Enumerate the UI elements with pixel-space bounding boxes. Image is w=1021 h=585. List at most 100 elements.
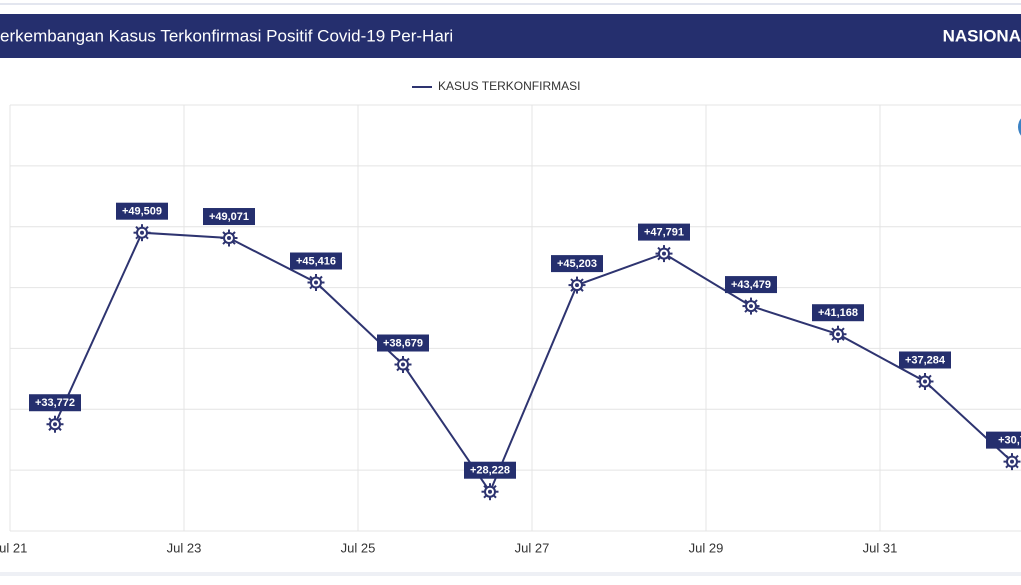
marker-spike xyxy=(48,427,53,431)
value-label: +45,416 xyxy=(296,255,336,267)
marker-core xyxy=(227,236,231,241)
marker-core xyxy=(749,304,753,309)
marker-spike xyxy=(135,225,140,230)
value-label-box xyxy=(725,276,777,294)
marker-spike xyxy=(570,278,575,283)
value-label-box xyxy=(29,394,81,412)
chart-title: erkembangan Kasus Terkonfirmasi Positif … xyxy=(0,26,453,45)
marker-spike xyxy=(840,327,845,332)
marker-spike xyxy=(666,256,671,261)
x-tick-label: Jul 29 xyxy=(689,540,724,555)
virus-marker xyxy=(916,372,934,390)
marker-spike xyxy=(309,275,314,280)
header-bar xyxy=(0,14,1021,58)
marker-core xyxy=(53,422,57,427)
marker-spike xyxy=(1005,464,1010,469)
value-label: +33,772 xyxy=(35,397,75,409)
virus-marker xyxy=(307,274,325,292)
marker-spike xyxy=(144,225,149,230)
series-line xyxy=(54,231,1013,494)
virus-marker xyxy=(46,415,64,433)
marker-spike xyxy=(657,256,662,261)
marker-spike xyxy=(666,246,671,251)
marker-core xyxy=(923,379,927,384)
marker-spike xyxy=(318,275,323,280)
corner-button[interactable] xyxy=(1018,113,1021,141)
marker-spike xyxy=(918,384,923,389)
marker-spike xyxy=(840,337,845,341)
marker-spike xyxy=(918,374,923,379)
value-label: +37,284 xyxy=(905,354,946,366)
value-label-box xyxy=(899,351,951,369)
marker-spike xyxy=(1005,454,1010,459)
value-label: +38,679 xyxy=(383,337,423,349)
marker-spike xyxy=(135,235,140,240)
marker-spike xyxy=(483,494,488,499)
marker-core xyxy=(488,489,492,494)
marker-spike xyxy=(396,367,401,372)
value-label: +30,7 xyxy=(998,435,1021,447)
x-tick-label: Jul 21 xyxy=(0,540,27,555)
marker-spike xyxy=(222,240,227,245)
marker-spike xyxy=(318,285,323,290)
virus-marker xyxy=(481,483,499,501)
value-label-box xyxy=(551,255,603,273)
value-label: +49,071 xyxy=(209,211,249,223)
marker-spike xyxy=(309,285,314,290)
marker-spike xyxy=(1014,464,1019,469)
marker-spike xyxy=(405,367,410,372)
marker-spike xyxy=(57,427,62,431)
marker-spike xyxy=(144,235,149,240)
marker-spike xyxy=(570,287,575,292)
value-label-box xyxy=(290,252,342,270)
marker-core xyxy=(662,251,666,256)
value-label-box xyxy=(812,304,864,322)
marker-spike xyxy=(396,357,401,362)
value-label: +47,791 xyxy=(644,227,684,239)
value-label-box xyxy=(203,208,255,226)
marker-spike xyxy=(927,384,932,389)
marker-spike xyxy=(483,484,488,489)
virus-marker xyxy=(220,229,238,247)
value-label: +41,168 xyxy=(818,307,858,319)
virus-marker xyxy=(655,245,673,263)
value-label: +43,479 xyxy=(731,279,771,291)
marker-spike xyxy=(579,287,584,292)
x-tick-label: Jul 25 xyxy=(341,540,376,555)
value-label-box xyxy=(116,202,168,220)
x-tick-label: Jul 23 xyxy=(167,540,202,555)
marker-spike xyxy=(492,494,497,499)
value-label: +45,203 xyxy=(557,258,597,270)
value-label-box xyxy=(464,461,516,479)
marker-spike xyxy=(831,337,836,341)
marker-core xyxy=(575,283,579,288)
value-label: +49,509 xyxy=(122,206,162,218)
virus-marker xyxy=(1003,453,1021,471)
marker-spike xyxy=(753,299,758,304)
virus-marker xyxy=(742,297,760,315)
marker-spike xyxy=(579,278,584,283)
header-right: NASIONA xyxy=(943,26,1021,45)
virus-marker xyxy=(829,325,847,343)
marker-spike xyxy=(831,327,836,332)
marker-core xyxy=(836,332,840,337)
marker-spike xyxy=(744,308,749,313)
legend-label: KASUS TERKONFIRMASI xyxy=(438,79,580,93)
marker-spike xyxy=(927,374,932,379)
marker-spike xyxy=(57,417,62,422)
virus-marker xyxy=(133,224,151,242)
marker-core xyxy=(1010,459,1014,464)
marker-spike xyxy=(231,240,236,245)
marker-spike xyxy=(1014,454,1019,459)
virus-marker xyxy=(394,356,412,374)
marker-spike xyxy=(222,231,227,236)
value-label-box xyxy=(986,431,1021,449)
value-label-box xyxy=(377,334,429,352)
value-label-box xyxy=(638,223,690,241)
marker-spike xyxy=(48,417,53,422)
value-label: +28,228 xyxy=(470,465,510,477)
marker-spike xyxy=(492,484,497,489)
x-tick-label: Jul 31 xyxy=(863,540,898,555)
marker-spike xyxy=(231,231,236,236)
